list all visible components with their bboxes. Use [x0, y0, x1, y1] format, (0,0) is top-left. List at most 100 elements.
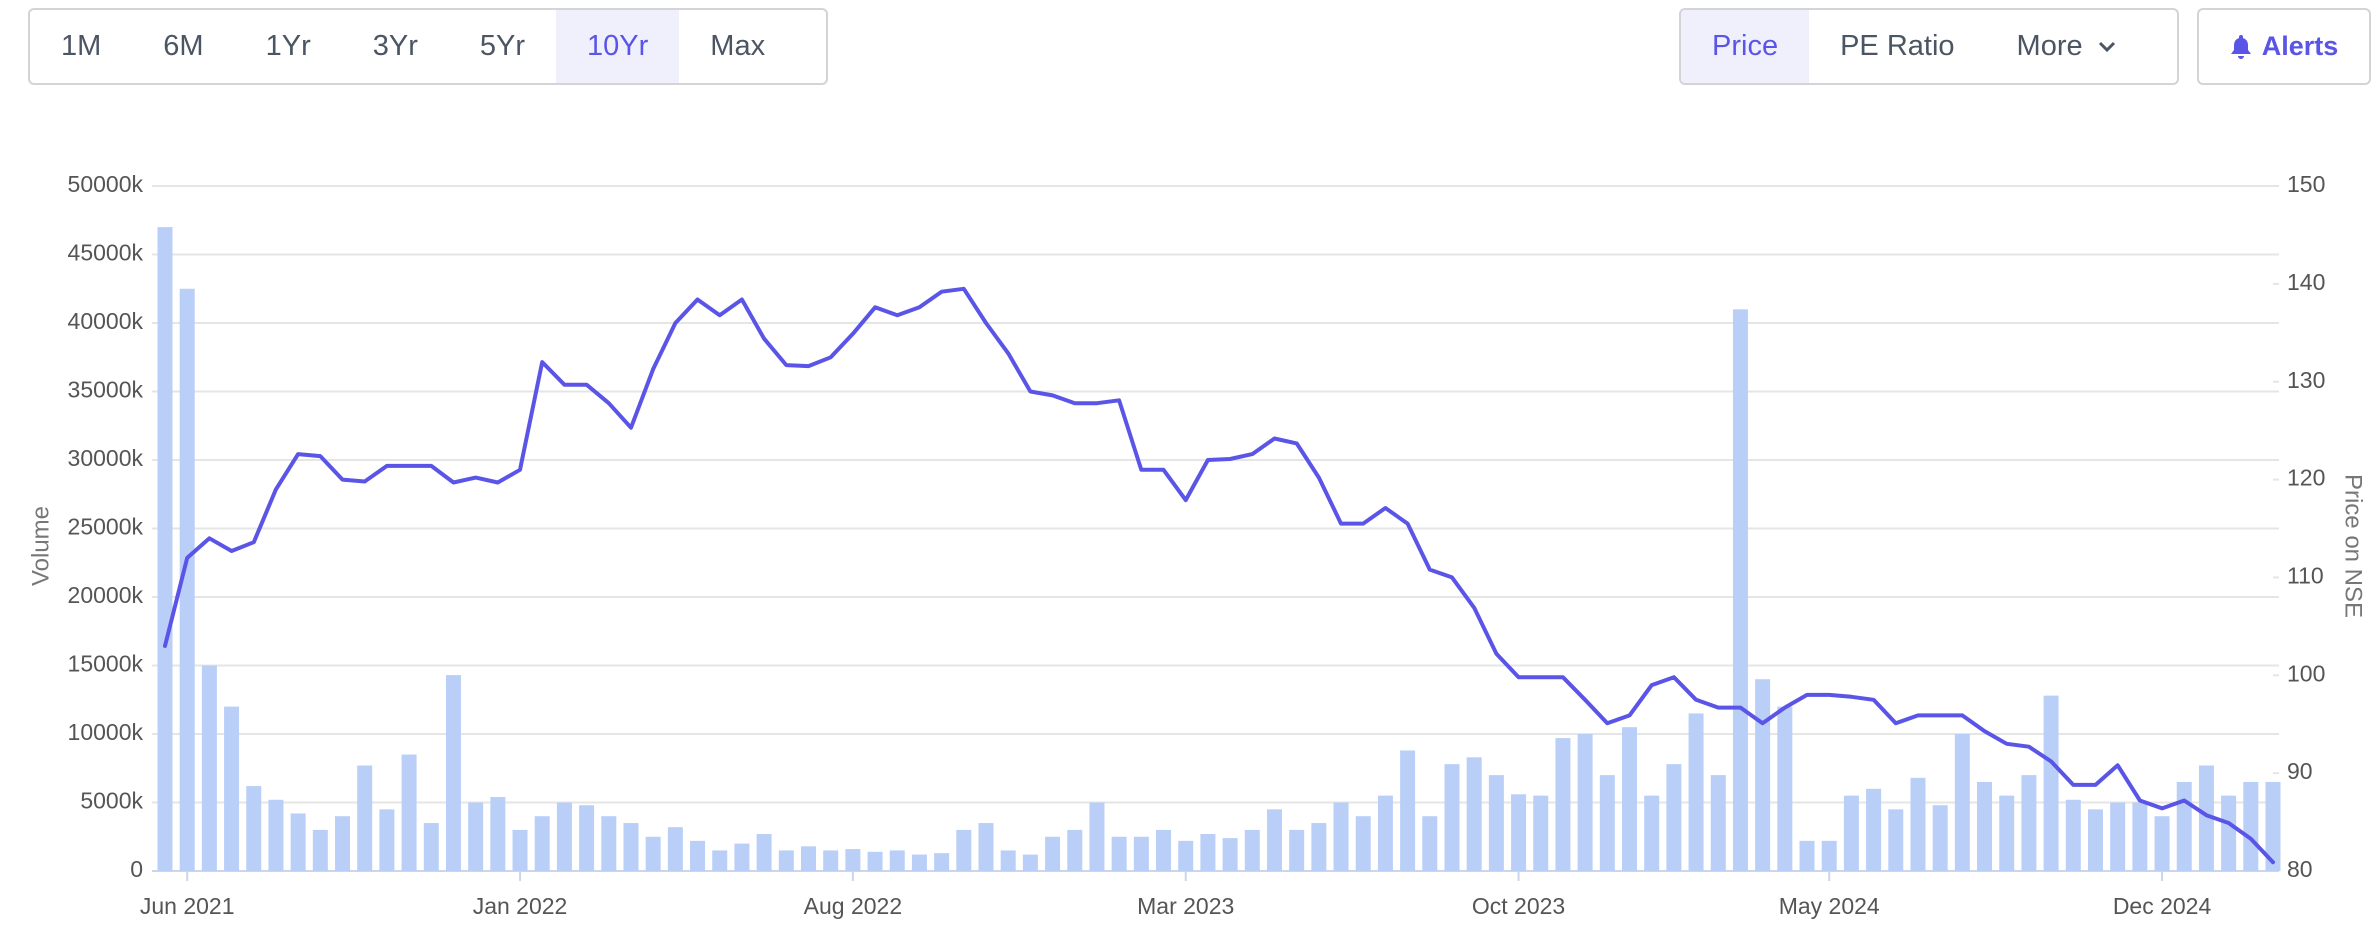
view-button[interactable]: More	[1986, 10, 2148, 83]
y-tick-label: 40000k	[68, 308, 144, 334]
volume-bar	[823, 850, 839, 871]
volume-bar	[1111, 836, 1127, 871]
volume-bar	[623, 823, 639, 871]
range-button[interactable]: 10Yr	[556, 10, 680, 83]
volume-bar	[1156, 829, 1172, 871]
volume-bar	[1755, 679, 1771, 871]
volume-bar	[468, 802, 484, 871]
volume-bar	[956, 829, 972, 871]
volume-bar	[445, 675, 461, 871]
x-tick-label: Dec 2024	[2113, 893, 2212, 919]
range-button-label: Max	[710, 30, 766, 62]
view-button-label: More	[2016, 30, 2083, 62]
range-button[interactable]: 3Yr	[342, 10, 449, 83]
volume-bar	[2221, 795, 2237, 871]
volume-bar	[1266, 809, 1282, 871]
volume-bar	[756, 834, 772, 871]
volume-bar	[1732, 309, 1748, 871]
x-tick-label: Oct 2023	[1472, 893, 1565, 919]
y-tick-label: 45000k	[68, 240, 144, 266]
volume-bar	[1910, 777, 1926, 871]
volume-bar	[1932, 805, 1948, 871]
volume-bar	[246, 786, 262, 871]
volume-bar	[1089, 802, 1105, 871]
volume-bar	[312, 829, 328, 871]
volume-bar	[534, 816, 550, 871]
volume-bar	[1999, 795, 2015, 871]
volume-bar	[1777, 706, 1793, 871]
y2-tick-label: 90	[2287, 758, 2313, 784]
volume-bar	[1200, 834, 1216, 871]
volume-bar	[1843, 795, 1859, 871]
view-button[interactable]: Price	[1681, 10, 1810, 83]
y2-tick-label: 120	[2287, 465, 2325, 491]
volume-bar	[224, 706, 240, 871]
volume-bar	[1954, 734, 1970, 871]
alerts-button[interactable]: Alerts	[2197, 8, 2371, 85]
volume-bar	[1422, 816, 1438, 871]
volume-bar	[1666, 764, 1682, 871]
volume-bar	[1488, 775, 1504, 871]
volume-bar	[2043, 695, 2059, 871]
view-selector: Price PE Ratio More	[1679, 8, 2179, 85]
volume-bar	[1511, 794, 1527, 871]
volume-bar	[1000, 850, 1016, 871]
volume-bar	[1222, 838, 1238, 871]
y-tick-label: 25000k	[68, 514, 144, 540]
range-button-label: 5Yr	[479, 30, 526, 62]
range-button-label: 1M	[61, 30, 102, 62]
volume-bar	[1133, 836, 1149, 871]
volume-bar	[1466, 757, 1482, 871]
volume-bar	[290, 813, 306, 871]
y-tick-label: 20000k	[68, 582, 144, 608]
volume-bar	[601, 816, 617, 871]
alerts-label: Alerts	[2261, 31, 2339, 61]
volume-bar	[1821, 840, 1837, 871]
volume-bar	[1888, 809, 1904, 871]
price-line	[163, 286, 2275, 865]
y-axis-title: Volume	[27, 506, 54, 586]
range-button-label: 6M	[163, 30, 204, 62]
volume-bar	[645, 836, 661, 871]
volume-bar	[2021, 775, 2037, 871]
volume-bar	[1377, 795, 1393, 871]
y2-tick-label: 140	[2287, 269, 2325, 295]
volume-bar	[667, 827, 683, 871]
volume-bar	[911, 854, 927, 871]
volume-bar	[934, 853, 950, 871]
volume-bar	[1067, 829, 1083, 871]
view-button-label: Price	[1712, 30, 1779, 62]
volume-bar	[1688, 713, 1704, 871]
volume-bar	[2065, 799, 2081, 871]
volume-bar	[778, 850, 794, 871]
range-button[interactable]: 5Yr	[449, 10, 556, 83]
volume-bar	[1400, 750, 1416, 871]
x-tick-label: Mar 2023	[1137, 893, 1234, 919]
volume-bar	[1045, 836, 1061, 871]
volume-bar	[512, 829, 528, 871]
volume-bar	[1022, 854, 1038, 871]
volume-bar	[690, 840, 706, 871]
volume-bar	[867, 851, 883, 871]
range-button[interactable]: 1Yr	[235, 10, 342, 83]
view-button[interactable]: PE Ratio	[1809, 10, 1985, 83]
volume-bar	[579, 805, 595, 871]
y2-axis-title: Price on NSE	[2340, 474, 2367, 618]
y2-tick-label: 130	[2287, 367, 2325, 393]
volume-bar	[2176, 781, 2192, 871]
y2-tick-label: 100	[2287, 660, 2325, 686]
range-button[interactable]: 1M	[30, 10, 132, 83]
volume-bar	[2243, 781, 2259, 871]
range-selector: 1M 6M 1Yr 3Yr 5Yr 10Yr Max	[28, 8, 828, 85]
volume-bar	[2110, 802, 2126, 871]
range-button[interactable]: 6M	[132, 10, 234, 83]
volume-bar	[734, 843, 750, 871]
y-tick-label: 35000k	[68, 377, 144, 403]
volume-bar	[1710, 775, 1726, 871]
x-tick-label: Jun 2021	[140, 893, 235, 919]
range-button[interactable]: Max	[679, 10, 796, 83]
range-button-label: 10Yr	[587, 30, 649, 62]
volume-bar	[978, 823, 994, 871]
